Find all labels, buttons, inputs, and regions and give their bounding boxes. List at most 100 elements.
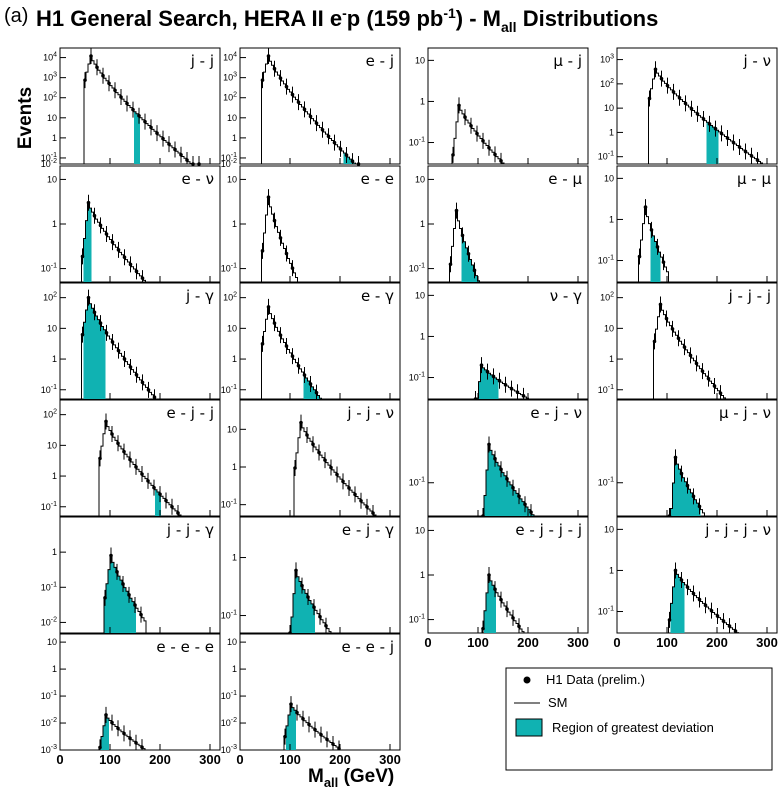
y-tick-label: 1	[609, 127, 614, 137]
data-point	[460, 233, 465, 238]
data-point	[146, 388, 151, 392]
data-point	[80, 254, 85, 259]
y-tick-label: 103	[43, 72, 57, 83]
region-bin	[680, 473, 683, 516]
data-point	[110, 720, 114, 725]
data-point	[655, 245, 660, 249]
data-point	[107, 81, 111, 86]
region-bin	[83, 238, 86, 282]
data-point	[475, 131, 479, 136]
y-tick-label: 1	[232, 354, 237, 364]
data-point	[454, 208, 459, 213]
panel-label: j - j	[190, 52, 214, 70]
region-bin	[297, 576, 299, 633]
y-tick-label: 10-1	[221, 152, 237, 163]
panel-label: e - e	[361, 170, 394, 188]
legend-sm-label: SM	[548, 695, 568, 710]
data-point	[517, 494, 521, 498]
y-tick-label: 10-1	[409, 137, 425, 148]
region-bin	[317, 395, 320, 399]
data-point	[98, 745, 102, 750]
region-bin	[130, 598, 132, 633]
data-point	[329, 465, 333, 470]
panel-10: 10-1 1 10 ν - γ	[409, 282, 589, 401]
panel-label: e - j - j	[167, 404, 214, 422]
region-bin	[496, 462, 498, 516]
region-bin	[294, 710, 296, 750]
data-point	[523, 502, 527, 507]
region-bin	[104, 597, 106, 633]
data-point	[278, 76, 283, 80]
region-bin	[95, 316, 98, 399]
sm-histogram	[283, 703, 341, 750]
data-point	[683, 101, 688, 106]
data-point	[300, 583, 304, 588]
legend-region-swatch	[515, 718, 543, 737]
y-tick-label: 10-3	[41, 744, 57, 755]
region-bin	[506, 478, 508, 516]
region-bin	[716, 130, 719, 164]
y-axis-title: Events	[15, 87, 36, 149]
region-bin	[672, 586, 675, 633]
data-point	[306, 595, 310, 599]
region-bin	[496, 379, 499, 399]
region-bin	[103, 725, 105, 750]
panel-label: j - j - j	[728, 287, 771, 305]
region-bin	[134, 111, 136, 164]
y-tick-label: 1	[420, 219, 425, 229]
data-point	[167, 142, 171, 146]
y-tick-label: 10	[604, 173, 614, 183]
region-bin	[349, 159, 352, 164]
legend: H1 Data (prelim.) SM Region of greatest …	[505, 667, 773, 771]
region-bin	[309, 600, 311, 633]
data-point	[185, 158, 189, 162]
y-tick-label: 1	[52, 219, 57, 229]
region-bin	[108, 569, 110, 633]
region-bin	[480, 365, 483, 399]
y-tick-label: 10	[47, 637, 57, 647]
sm-histogram	[474, 364, 529, 400]
region-bin	[313, 389, 316, 399]
data-point	[173, 147, 177, 152]
region-bin	[696, 503, 699, 516]
panel-2: 10-1 1 10 μ - j	[409, 47, 589, 165]
data-point	[289, 702, 293, 706]
panel-label: e - μ	[548, 170, 582, 188]
region-bin	[510, 484, 512, 516]
panel-frame	[239, 165, 401, 283]
data-point	[499, 597, 503, 602]
data-point	[191, 162, 195, 166]
region-bin	[674, 570, 677, 633]
y-tick-label: 10	[415, 525, 425, 535]
data-point	[677, 95, 682, 100]
panel-frame	[616, 516, 778, 634]
region-bin	[494, 377, 497, 399]
region-bin	[103, 329, 106, 399]
panel-frame	[239, 399, 401, 517]
data-point	[323, 458, 327, 462]
y-tick-label: 1	[52, 664, 57, 674]
data-point	[128, 457, 132, 462]
data-point	[134, 269, 139, 274]
y-tick-label: 10	[415, 55, 425, 65]
data-point	[116, 726, 120, 731]
data-point	[691, 494, 696, 499]
region-bin	[680, 580, 683, 633]
data-point	[659, 76, 664, 81]
y-tick-label: 10-1	[409, 614, 425, 625]
panel-label: j - j - ν	[346, 404, 394, 422]
data-point	[296, 100, 301, 104]
y-tick-label: 10	[227, 637, 237, 647]
region-bin	[484, 610, 486, 633]
data-point	[709, 608, 714, 613]
region-bin	[658, 252, 661, 282]
region-bin	[490, 374, 493, 399]
data-point	[103, 596, 107, 600]
data-point	[305, 433, 309, 437]
region-bin	[486, 592, 488, 633]
data-point	[743, 149, 748, 154]
region-bin	[106, 583, 108, 633]
data-point	[283, 734, 287, 739]
legend-box	[505, 667, 773, 771]
region-bin	[134, 604, 136, 633]
